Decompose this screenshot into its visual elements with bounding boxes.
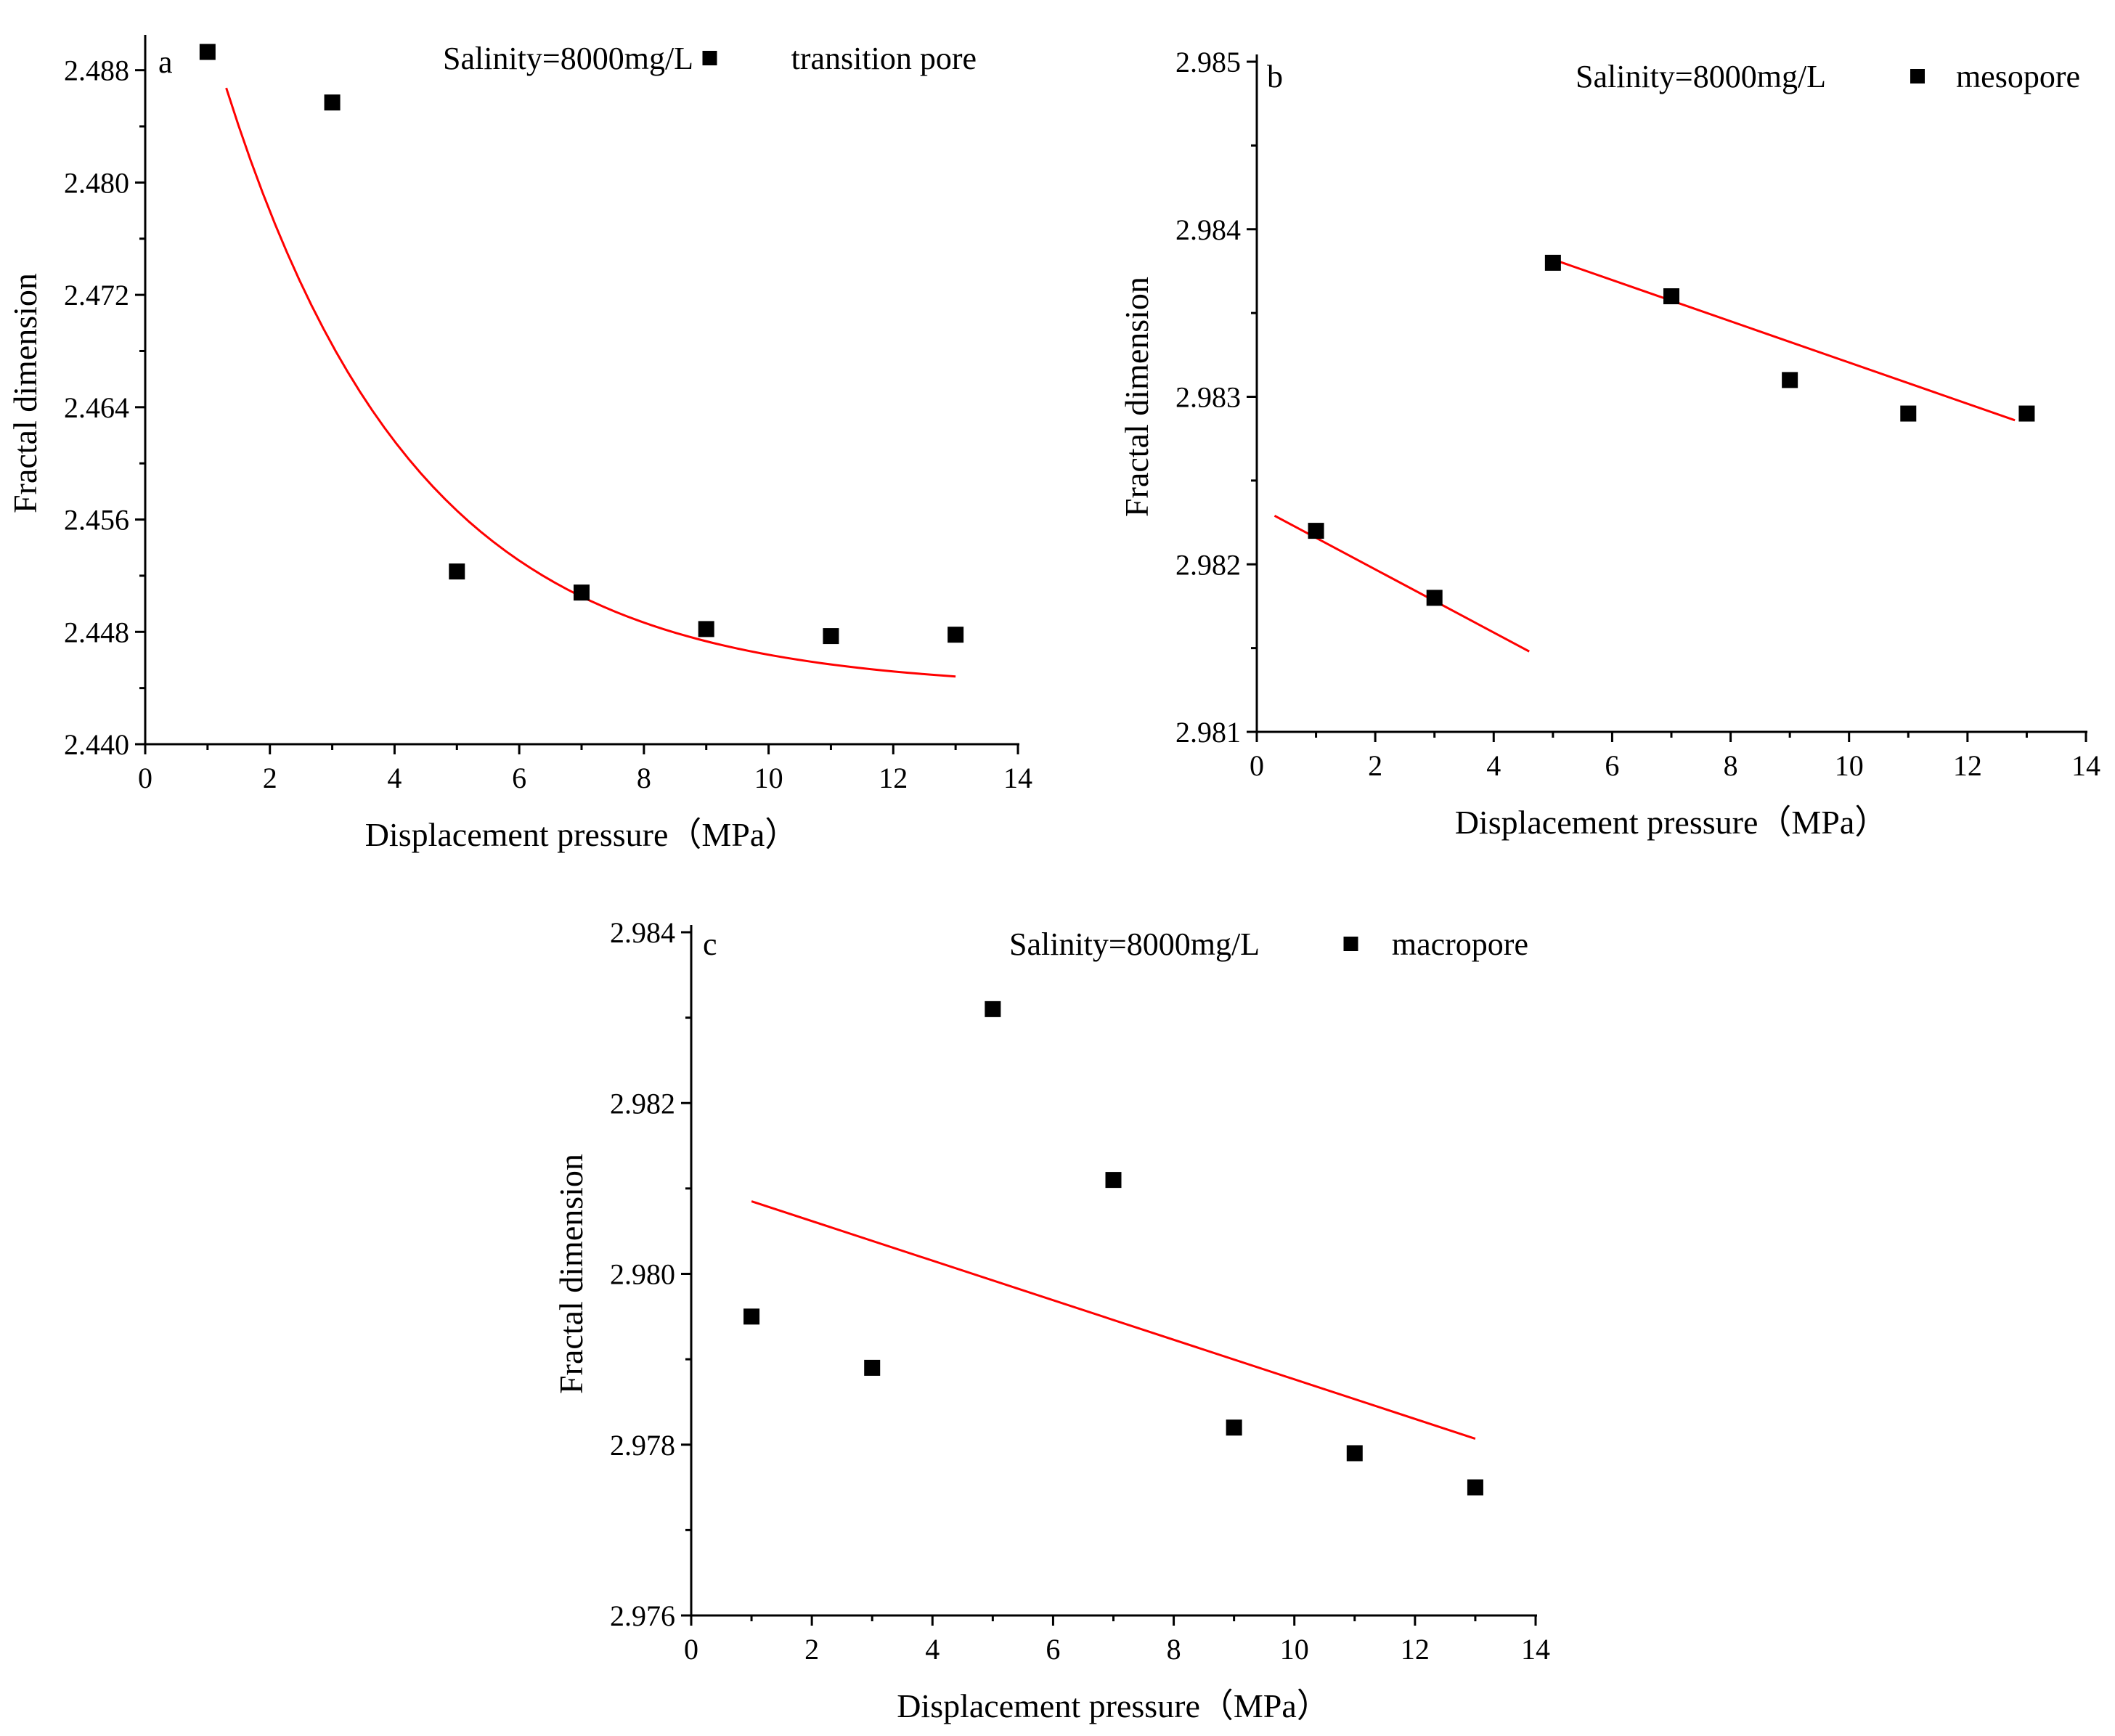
data-point	[1900, 405, 1917, 422]
x-tick-label: 6	[1605, 749, 1619, 782]
panel-letter: c	[703, 926, 717, 962]
y-tick-label: 2.983	[1175, 381, 1241, 414]
data-point	[324, 94, 341, 111]
x-tick-label: 12	[879, 762, 908, 794]
data-point	[199, 44, 216, 60]
x-tick-label: 12	[1401, 1633, 1430, 1666]
y-tick-label: 2.480	[64, 166, 129, 199]
x-tick-label: 6	[1046, 1633, 1060, 1666]
data-point	[1663, 288, 1679, 305]
data-point	[1105, 1172, 1122, 1189]
x-tick-label: 6	[512, 762, 526, 794]
y-tick-label: 2.985	[1175, 46, 1241, 78]
legend-marker	[1343, 937, 1358, 951]
data-point	[1346, 1445, 1363, 1462]
data-point	[698, 621, 714, 637]
data-point	[985, 1001, 1001, 1017]
panel-letter: a	[158, 44, 173, 80]
chart-panel-a: 0 2 4 6 8 10 12 14 2.440 2.448 2.456 2.464 2.472 2.48…	[7, 35, 1032, 853]
x-tick-label: 10	[754, 762, 783, 794]
y-tick-label: 2.488	[64, 54, 129, 87]
data-point	[1308, 523, 1324, 539]
panel-letter: b	[1267, 59, 1283, 94]
x-tick-label: 12	[1953, 749, 1982, 782]
data-point	[2018, 405, 2035, 422]
salinity-annotation: Salinity=8000mg/L	[1009, 926, 1260, 962]
x-tick-label: 8	[637, 762, 651, 794]
fit-line-2	[1552, 258, 2016, 422]
y-tick-label: 2.980	[610, 1258, 675, 1291]
fit-line-1	[751, 1200, 1476, 1440]
fit-line-1	[225, 87, 956, 678]
data-point	[864, 1359, 881, 1376]
x-tick-label: 8	[1167, 1633, 1181, 1666]
x-tick-label: 4	[1486, 749, 1501, 782]
x-axis-title: Displacement pressure（MPa）	[897, 1687, 1330, 1724]
y-tick-label: 2.472	[64, 279, 129, 311]
y-tick-label: 2.984	[1175, 213, 1241, 246]
x-tick-label: 2	[263, 762, 277, 794]
y-axis-title: Fractal dimension	[7, 273, 44, 513]
data-point	[1782, 372, 1798, 388]
chart-panel-b: 0 2 4 6 8 10 12 14 2.981 2.982 2.983 2.984 2.985 Disp…	[1118, 46, 2100, 841]
y-tick-label: 2.981	[1175, 716, 1241, 749]
data-point	[823, 628, 839, 645]
x-tick-label: 2	[1368, 749, 1382, 782]
legend-marker	[702, 51, 717, 65]
x-axis-title: Displacement pressure（MPa）	[365, 816, 799, 853]
x-tick-label: 4	[925, 1633, 940, 1666]
y-tick-label: 2.976	[610, 1600, 675, 1632]
x-tick-label: 4	[387, 762, 402, 794]
x-tick-label: 0	[1250, 749, 1264, 782]
chart-panel-c: 0 2 4 6 8 10 12 14 2.976 2.978 2.980 2.982 2.984 Disp…	[553, 916, 1550, 1724]
salinity-annotation: Salinity=8000mg/L	[443, 41, 693, 76]
salinity-annotation: Salinity=8000mg/L	[1576, 59, 1826, 94]
y-axis-title: Fractal dimension	[553, 1154, 590, 1394]
legend-label: transition pore	[791, 41, 977, 76]
x-tick-label: 2	[804, 1633, 819, 1666]
y-tick-label: 2.978	[610, 1429, 675, 1462]
y-tick-label: 2.984	[610, 916, 675, 949]
data-point	[1467, 1479, 1483, 1496]
data-point	[1226, 1419, 1242, 1436]
x-tick-label: 0	[684, 1633, 698, 1666]
data-point	[948, 627, 964, 643]
x-tick-label: 0	[138, 762, 152, 794]
y-axis-title: Fractal dimension	[1118, 277, 1155, 517]
legend-marker	[1910, 69, 1925, 83]
legend-label: macropore	[1392, 926, 1528, 962]
x-tick-label: 14	[1521, 1633, 1550, 1666]
x-tick-label: 10	[1280, 1633, 1309, 1666]
data-point	[1544, 254, 1561, 271]
y-tick-label: 2.448	[64, 616, 129, 648]
y-tick-label: 2.456	[64, 504, 129, 537]
data-point	[574, 584, 590, 601]
x-axis-title: Displacement pressure（MPa）	[1455, 804, 1888, 841]
y-tick-label: 2.982	[610, 1087, 675, 1120]
x-tick-label: 10	[1835, 749, 1864, 782]
data-point	[449, 563, 465, 580]
x-tick-label: 14	[2071, 749, 2100, 782]
x-tick-label: 8	[1724, 749, 1738, 782]
y-tick-label: 2.440	[64, 728, 129, 761]
data-point	[1426, 590, 1443, 606]
legend-label: mesopore	[1956, 59, 2080, 94]
x-tick-label: 14	[1003, 762, 1032, 794]
y-tick-label: 2.464	[64, 391, 129, 424]
y-tick-label: 2.982	[1175, 548, 1241, 581]
data-point	[743, 1308, 760, 1325]
